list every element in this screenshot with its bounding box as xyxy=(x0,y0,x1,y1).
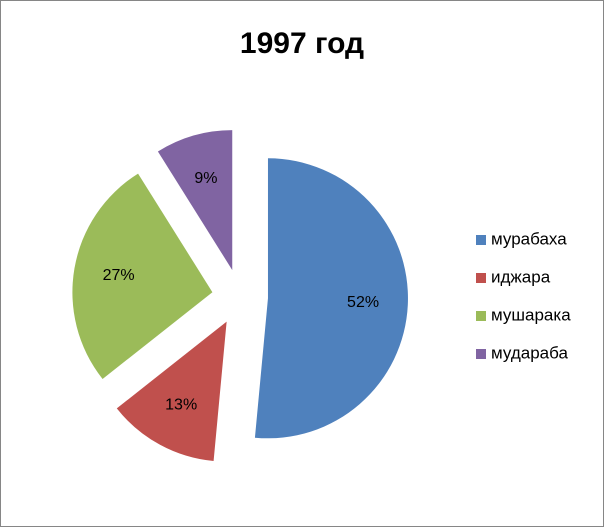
legend-label: мудараба xyxy=(491,343,568,362)
legend-swatch xyxy=(476,311,486,321)
legend-swatch xyxy=(476,349,486,359)
pie-slice xyxy=(116,321,227,461)
data-label: 9% xyxy=(194,170,217,187)
data-label: 27% xyxy=(103,267,135,284)
pie-slice xyxy=(157,130,233,271)
legend-label: мушарака xyxy=(491,305,571,324)
legend-label: иджара xyxy=(491,267,551,286)
legend-swatch xyxy=(476,235,486,245)
legend-label: мурабаха xyxy=(491,229,567,248)
legend-swatch xyxy=(476,273,486,283)
chart-title: 1997 год xyxy=(240,27,364,60)
data-label: 13% xyxy=(165,396,197,413)
data-label: 52% xyxy=(347,294,379,311)
pie-slice xyxy=(254,158,408,439)
pie-slice xyxy=(72,173,213,380)
